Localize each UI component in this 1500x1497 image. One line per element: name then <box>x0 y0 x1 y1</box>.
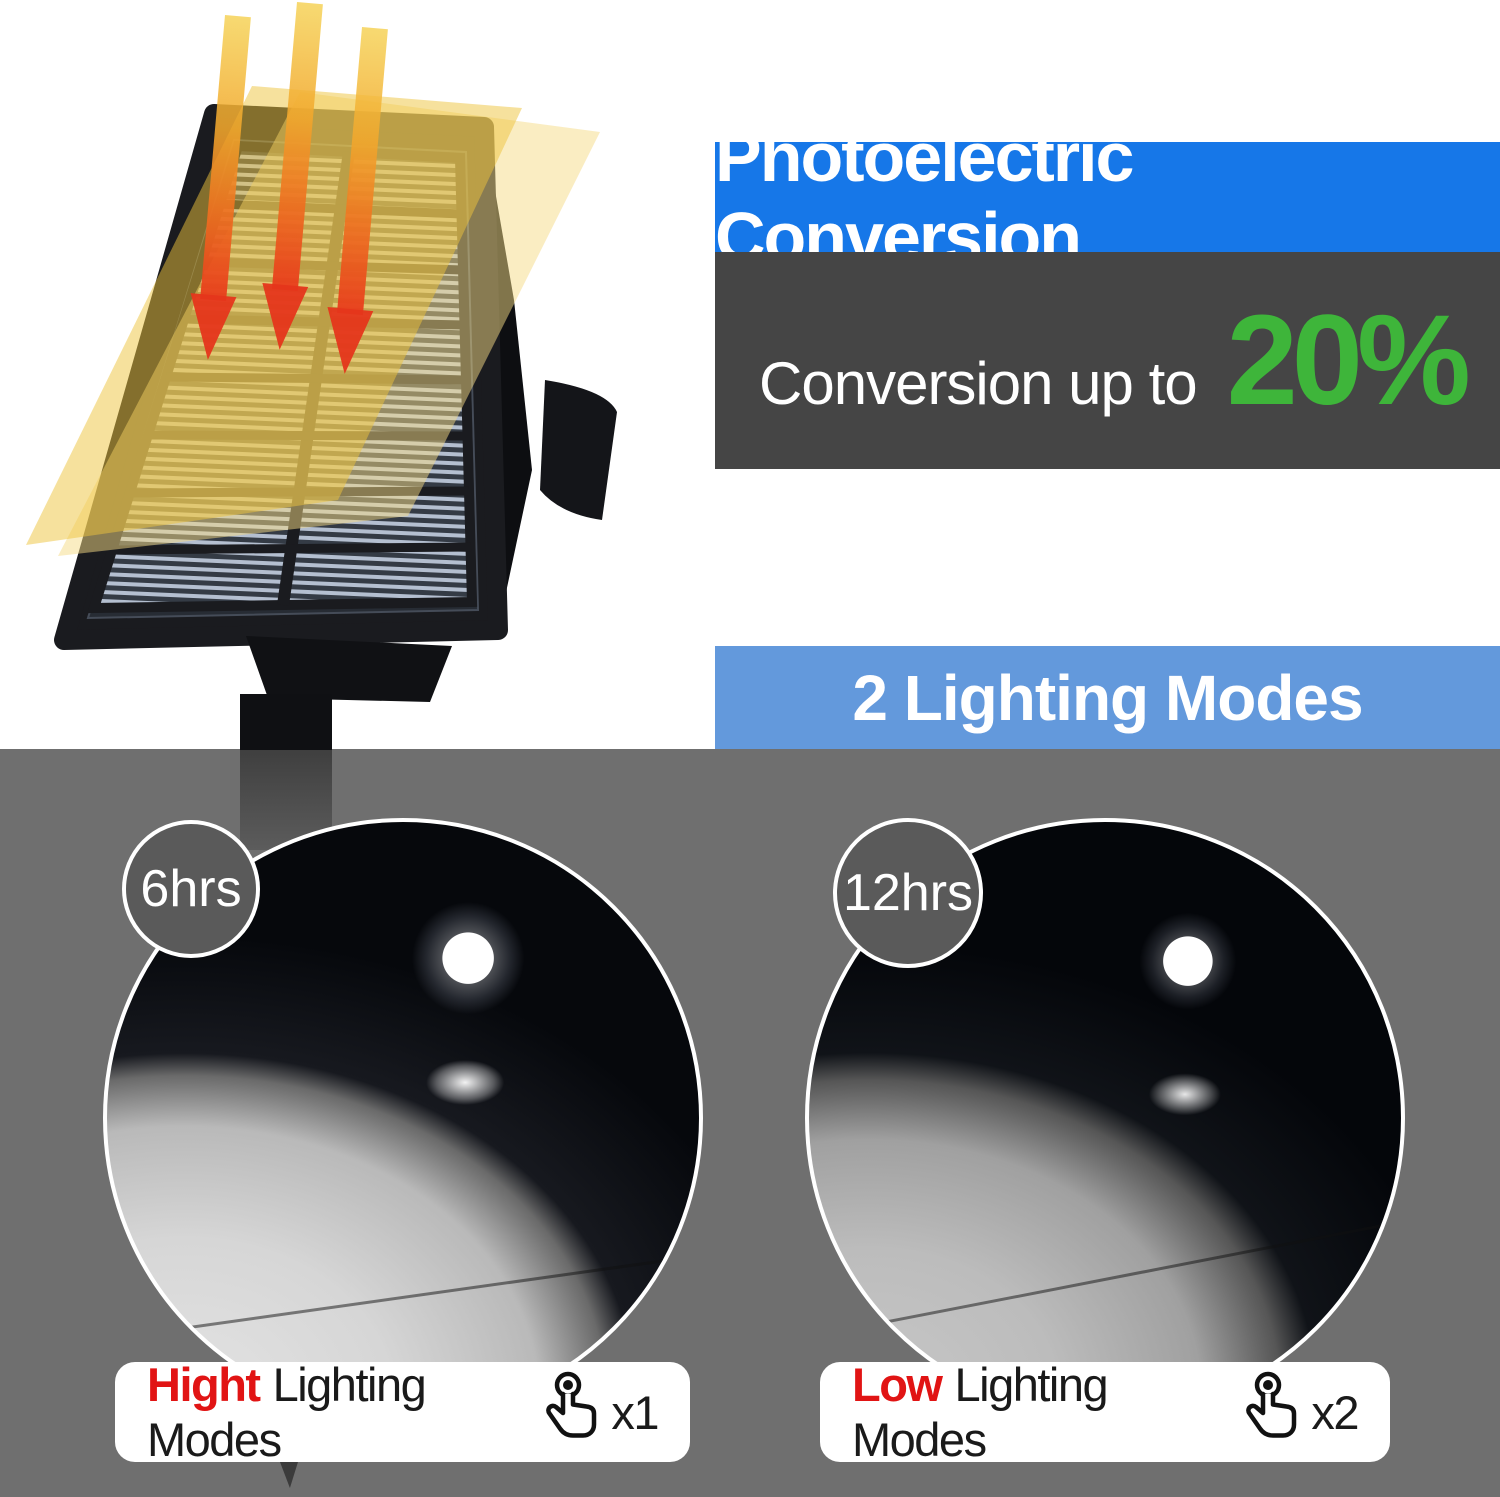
tap-icon <box>546 1371 597 1438</box>
high-mode-caption: Hight Lighting Modes x1 <box>115 1358 690 1466</box>
conversion-value-text: 20% <box>1226 288 1471 432</box>
lighting-modes-banner-label: 2 Lighting Modes <box>852 661 1363 734</box>
photoelectric-banner-label: Photoelectric Conversion <box>715 118 1134 276</box>
twelve-hour-badge: 12hrs <box>833 818 983 968</box>
low-mode-emphasis: Low <box>852 1358 943 1411</box>
high-mode-label: Lighting Modes <box>147 1358 427 1466</box>
panel-mount-arm <box>540 380 617 520</box>
high-mode-emphasis: Hight <box>147 1358 261 1411</box>
high-mode-tap-group: x1 <box>535 1371 659 1441</box>
twelve-hour-badge-label: 12hrs <box>842 864 974 922</box>
mounting-pole <box>240 636 452 850</box>
lighting-modes-banner: 2 Lighting Modes <box>715 646 1500 749</box>
pavement-crack <box>809 1215 1401 1343</box>
high-mode-taps: x1 <box>611 1385 659 1439</box>
sunlight-arrow-icon <box>190 2 388 374</box>
six-hour-badge-label: 6hrs <box>140 860 242 918</box>
conversion-rate-box: Conversion up to 20% <box>715 252 1500 469</box>
low-mode-tap-group: x2 <box>1235 1371 1359 1441</box>
low-mode-caption: Low Lighting Modes x2 <box>820 1358 1390 1466</box>
solar-panel-illustration <box>26 2 617 850</box>
conversion-prefix-text: Conversion up to <box>759 349 1198 417</box>
photoelectric-conversion-banner: Photoelectric Conversion <box>715 118 1500 276</box>
low-mode-caption-text: Low Lighting Modes <box>852 1357 1235 1467</box>
conversion-row: Conversion up to 20% <box>759 288 1471 432</box>
low-mode-taps: x2 <box>1311 1385 1359 1439</box>
tap-icon <box>1246 1371 1297 1438</box>
high-mode-caption-text: Hight Lighting Modes <box>147 1357 535 1467</box>
pavement-crack <box>107 1250 699 1344</box>
low-mode-label: Lighting Modes <box>852 1358 1109 1466</box>
six-hour-badge: 6hrs <box>122 820 260 958</box>
